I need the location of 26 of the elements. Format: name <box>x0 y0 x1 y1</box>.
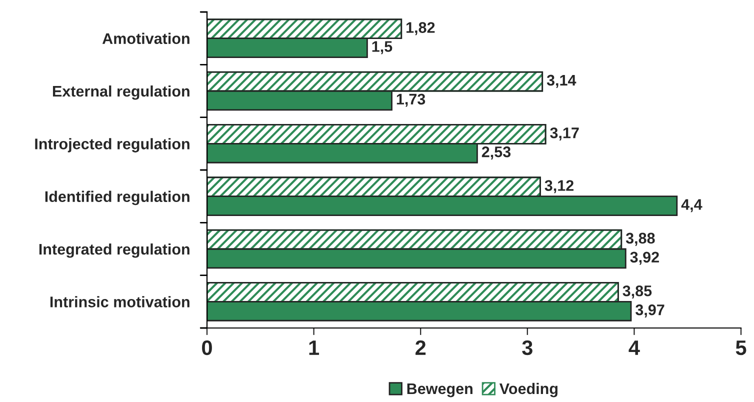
data-label: 2,53 <box>482 146 511 160</box>
y-tick-label: Introjected regulation <box>35 138 190 152</box>
x-tick-label: 3 <box>522 340 532 356</box>
y-tick-label: Identified regulation <box>45 190 190 206</box>
x-tick-label: 4 <box>628 340 640 355</box>
data-label: 4,4 <box>681 199 702 212</box>
data-label: 1,5 <box>372 41 392 54</box>
data-label: 3,85 <box>622 285 652 299</box>
x-tick-label: 2 <box>416 340 426 355</box>
data-label: 3,14 <box>546 74 576 88</box>
y-tick-label: External regulation <box>52 85 190 100</box>
data-label: 3,12 <box>544 180 574 194</box>
y-tick-label: Amotivation <box>102 32 190 44</box>
data-label: 3,97 <box>636 304 664 318</box>
x-tick-label: 1 <box>309 340 320 355</box>
y-tick-label: Integrated regulation <box>39 243 190 258</box>
data-label: 1,82 <box>406 22 435 36</box>
data-label: 3,17 <box>550 127 579 141</box>
legend-label: Voeding <box>499 382 558 398</box>
x-tick-label: 5 <box>736 340 746 356</box>
data-label: 3,92 <box>630 252 659 265</box>
data-label: 1,73 <box>396 94 426 107</box>
legend-label: Bewegen <box>407 383 472 398</box>
x-tick-label: 0 <box>202 340 212 356</box>
y-tick-label: Intrinsic motivation <box>50 296 190 308</box>
data-label: 3,88 <box>626 232 655 246</box>
